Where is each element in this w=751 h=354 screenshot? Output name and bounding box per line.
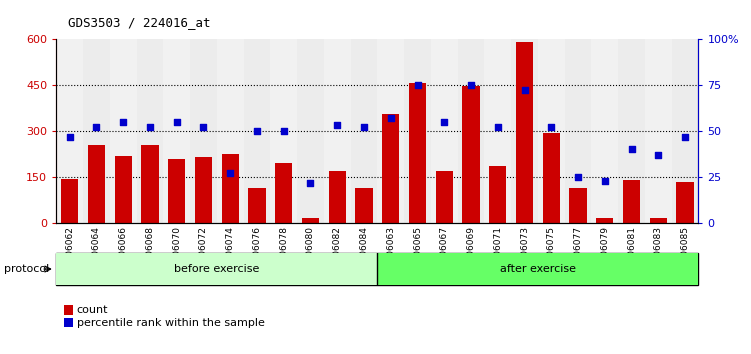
Point bbox=[144, 125, 156, 130]
Point bbox=[492, 125, 504, 130]
Bar bbox=[56, 39, 83, 223]
Bar bbox=[243, 39, 270, 223]
Text: GDS3503 / 224016_at: GDS3503 / 224016_at bbox=[68, 16, 210, 29]
Point bbox=[599, 178, 611, 183]
Bar bbox=[645, 39, 671, 223]
Text: count: count bbox=[77, 306, 108, 315]
Bar bbox=[618, 39, 645, 223]
Bar bbox=[409, 84, 427, 223]
Bar bbox=[516, 42, 533, 223]
Point bbox=[251, 128, 263, 134]
Bar bbox=[489, 166, 506, 223]
Bar bbox=[677, 182, 694, 223]
Bar bbox=[377, 39, 404, 223]
Bar bbox=[542, 132, 560, 223]
Bar bbox=[671, 39, 698, 223]
Bar bbox=[88, 145, 105, 223]
Point bbox=[518, 88, 530, 93]
Bar bbox=[404, 39, 431, 223]
Bar bbox=[270, 39, 297, 223]
Bar bbox=[431, 39, 457, 223]
Bar bbox=[511, 39, 538, 223]
Bar bbox=[61, 178, 78, 223]
Point bbox=[385, 115, 397, 121]
Bar bbox=[351, 39, 377, 223]
Point bbox=[198, 125, 210, 130]
Bar bbox=[56, 253, 377, 285]
Bar bbox=[623, 180, 641, 223]
Point bbox=[679, 134, 691, 139]
Bar bbox=[168, 159, 185, 223]
Point bbox=[64, 134, 76, 139]
Bar bbox=[569, 188, 587, 223]
Text: after exercise: after exercise bbox=[500, 264, 576, 274]
Bar bbox=[217, 39, 243, 223]
Bar bbox=[457, 39, 484, 223]
Point bbox=[439, 119, 451, 125]
Point bbox=[626, 147, 638, 152]
Bar bbox=[355, 188, 372, 223]
Point bbox=[170, 119, 182, 125]
Bar bbox=[195, 157, 213, 223]
Bar bbox=[190, 39, 217, 223]
Bar bbox=[249, 188, 266, 223]
Bar bbox=[302, 218, 319, 223]
Bar bbox=[565, 39, 592, 223]
Bar bbox=[141, 145, 158, 223]
Point bbox=[358, 125, 370, 130]
Bar bbox=[83, 39, 110, 223]
Bar bbox=[222, 154, 239, 223]
Bar bbox=[110, 39, 137, 223]
Bar bbox=[275, 163, 292, 223]
Point bbox=[572, 174, 584, 180]
Bar bbox=[650, 218, 667, 223]
Bar bbox=[137, 39, 163, 223]
Point bbox=[117, 119, 129, 125]
Point bbox=[225, 171, 237, 176]
Bar bbox=[484, 39, 511, 223]
Bar bbox=[436, 171, 453, 223]
Bar bbox=[463, 86, 480, 223]
Bar bbox=[297, 39, 324, 223]
Bar bbox=[114, 155, 132, 223]
Point bbox=[653, 152, 665, 158]
Point bbox=[304, 180, 316, 185]
Text: percentile rank within the sample: percentile rank within the sample bbox=[77, 318, 264, 328]
Bar bbox=[538, 39, 565, 223]
Bar bbox=[328, 171, 346, 223]
Point bbox=[90, 125, 102, 130]
Bar bbox=[377, 253, 698, 285]
Bar bbox=[324, 39, 351, 223]
Bar bbox=[596, 218, 614, 223]
Point bbox=[278, 128, 290, 134]
Point bbox=[412, 82, 424, 88]
Text: protocol: protocol bbox=[4, 264, 49, 274]
Bar bbox=[163, 39, 190, 223]
Text: before exercise: before exercise bbox=[174, 264, 260, 274]
Bar bbox=[592, 39, 618, 223]
Point bbox=[545, 125, 557, 130]
Point bbox=[465, 82, 477, 88]
Point bbox=[331, 122, 343, 128]
Bar bbox=[382, 114, 400, 223]
